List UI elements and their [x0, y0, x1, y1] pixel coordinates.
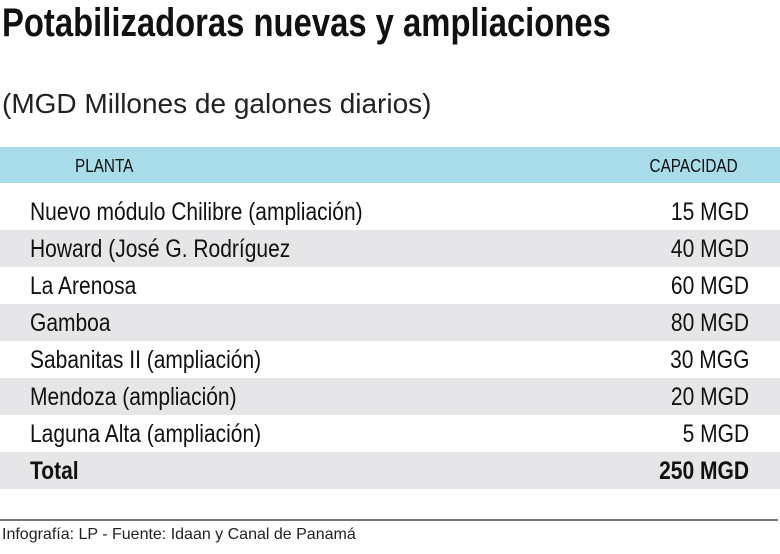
- plant-name: Gamboa: [30, 309, 111, 337]
- plant-name: La Arenosa: [30, 272, 137, 300]
- table-row: Gamboa 80 MGD: [0, 304, 780, 341]
- plant-name: Nuevo módulo Chilibre (ampliación): [30, 198, 363, 226]
- page-title: Potabilizadoras nuevas y ampliaciones: [2, 1, 611, 45]
- plant-capacity: 80 MGD: [670, 309, 749, 337]
- total-capacity: 250 MGD: [659, 457, 749, 485]
- table-row: Nuevo módulo Chilibre (ampliación) 15 MGD: [0, 193, 780, 230]
- column-header-planta: PLANTA: [75, 156, 134, 176]
- plant-name: Laguna Alta (ampliación): [30, 420, 262, 448]
- plant-capacity: 30 MGG: [669, 346, 749, 374]
- plant-name: Sabanitas II (ampliación): [30, 346, 262, 374]
- source-credit: Infografía: LP - Fuente: Idaan y Canal d…: [2, 526, 356, 543]
- table-row: La Arenosa 60 MGD: [0, 267, 780, 304]
- table-row: Laguna Alta (ampliación) 5 MGD: [0, 415, 780, 452]
- plant-capacity: 20 MGD: [670, 383, 749, 411]
- table-row: Howard (José G. Rodríguez 40 MGD: [0, 230, 780, 267]
- table-row: Sabanitas II (ampliación) 30 MGG: [0, 341, 780, 378]
- divider: [0, 519, 778, 521]
- table-row: Mendoza (ampliación) 20 MGD: [0, 378, 780, 415]
- subtitle: (MGD Millones de galones diarios): [2, 88, 432, 119]
- column-header-capacidad: CAPACIDAD: [649, 156, 738, 176]
- plant-capacity: 40 MGD: [670, 235, 749, 263]
- total-label: Total: [30, 457, 79, 485]
- plant-name: Mendoza (ampliación): [30, 383, 237, 411]
- plant-capacity: 15 MGD: [670, 198, 749, 226]
- plant-capacity: 60 MGD: [670, 272, 749, 300]
- total-row: Total 250 MGD: [0, 452, 780, 489]
- plant-name: Howard (José G. Rodríguez: [30, 235, 291, 263]
- table-header: PLANTA CAPACIDAD: [0, 147, 780, 183]
- plant-capacity: 5 MGD: [682, 420, 749, 448]
